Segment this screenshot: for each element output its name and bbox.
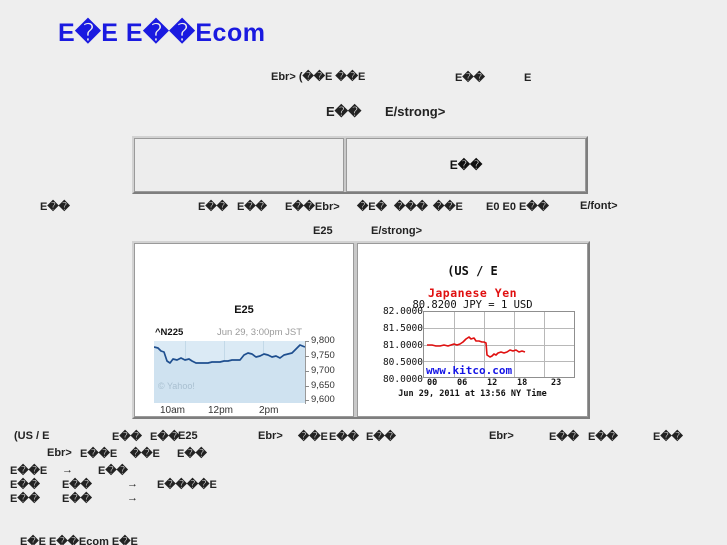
footer-r0-c11: E�� xyxy=(653,431,683,443)
nikkei-chart-cell[interactable]: E25 ^N225 Jun 29, 3:00pm JST © Yahoo! xyxy=(134,243,354,417)
footer-r0-c10: E�� xyxy=(588,431,618,443)
panel-one-caption-row: E�� E�� E�� E��Ebr> �E� ��� ��E E0 E0 E�… xyxy=(0,200,727,214)
kitco-currency-name: Japanese Yen xyxy=(427,286,518,300)
kitco-x-tick-0: 00 xyxy=(427,378,438,388)
footer-r0-c9: E�� xyxy=(549,431,579,443)
nikkei-chart[interactable]: E25 ^N225 Jun 29, 3:00pm JST © Yahoo! xyxy=(135,244,353,416)
footer-r4-c0: E�� xyxy=(10,493,40,505)
footer-r2-arrow: → xyxy=(62,464,73,476)
kitco-plot-area xyxy=(423,311,575,378)
footer-r3-c0: E�� xyxy=(10,479,40,491)
nikkei-y-axis: 9,800 9,750 9,700 9,650 9,600 xyxy=(305,334,353,409)
kitco-chart-cell[interactable]: (US / E Japanese Yen 80.8200 JPY = 1 USD xyxy=(357,243,588,417)
nikkei-x-tick-0: 10am xyxy=(160,405,186,416)
nikkei-y-tick-0: 9,800 xyxy=(311,335,335,346)
kitco-y-tick-1: 81.5000 xyxy=(382,323,423,334)
kitco-watermark[interactable]: www.kitco.com xyxy=(426,364,513,377)
nikkei-y-axis-line xyxy=(305,341,306,404)
footer-r1-c2: ��E xyxy=(130,448,160,460)
kitco-x-axis: 00 06 12 18 23 xyxy=(423,378,575,390)
kitco-y-tick-0: 82.0000 xyxy=(382,306,423,317)
panel-one-right-label: E�� xyxy=(449,158,483,172)
nikkei-y-tick-4: 9,600 xyxy=(311,394,335,405)
footer-r1-c0: Ebr> xyxy=(47,447,72,459)
footer-r0-c1: E�� xyxy=(112,431,142,443)
footer-r1-c3: E�� xyxy=(177,448,207,460)
kitco-x-tick-3: 18 xyxy=(517,378,528,388)
kitco-y-tick-3: 80.5000 xyxy=(382,357,423,368)
caption-item-0: E�� xyxy=(40,201,70,213)
caption-item-8: E/font> xyxy=(580,200,618,212)
footer-r3-arrow: → xyxy=(127,478,138,490)
nikkei-symbol-label: ^N225 xyxy=(155,327,184,338)
footer-r0-c6: E�� xyxy=(329,431,359,443)
footer-r2-c2: E�� xyxy=(98,465,128,477)
nikkei-y-tick-1: 9,750 xyxy=(311,350,335,361)
header-line2-right: E/strong> xyxy=(385,104,446,119)
footer-r0-c0: (US / E xyxy=(14,430,50,442)
caption-item-3: E��Ebr> xyxy=(285,201,340,213)
footer-r3-c3: E����E xyxy=(157,479,217,491)
caption-item-1: E�� xyxy=(198,201,228,213)
footer-r0-c7: E�� xyxy=(366,431,396,443)
kitco-y-tick-2: 81.0000 xyxy=(382,340,423,351)
footer-r1-c1: E��E xyxy=(80,448,118,460)
nikkei-x-axis: 10am 12pm 2pm xyxy=(154,405,305,416)
panel-two-table: E25 ^N225 Jun 29, 3:00pm JST © Yahoo! xyxy=(132,241,590,419)
kitco-series-svg xyxy=(427,336,526,358)
nikkei-chart-title: E25 xyxy=(234,304,254,316)
nikkei-y-tick-3: 9,650 xyxy=(311,380,335,391)
caption-item-6: ��E xyxy=(433,201,463,213)
kitco-y-tick-4: 80.0000 xyxy=(382,374,423,385)
header-line1-right: E xyxy=(524,72,532,84)
nikkei-x-tick-2: 2pm xyxy=(259,405,279,416)
footer-r4-arrow: → xyxy=(127,492,138,504)
footer-r3-c1: E�� xyxy=(62,479,92,491)
footer-r0-c8: Ebr> xyxy=(489,430,514,442)
panel-one-left-cell[interactable] xyxy=(134,138,344,192)
kitco-quote-line: 80.8200 JPY = 1 USD xyxy=(412,299,533,311)
footer-bottom-line: E�E E��Ecom E�E xyxy=(20,536,138,545)
kitco-x-tick-1: 06 xyxy=(457,378,468,388)
footer-r4-c1: E�� xyxy=(62,493,92,505)
kitco-x-tick-2: 12 xyxy=(487,378,498,388)
footer-r0-c3: E25 xyxy=(178,430,198,442)
nikkei-watermark: © Yahoo! xyxy=(158,381,195,391)
caption-item-5: ��� xyxy=(394,201,428,213)
panel-two-caption-left: E25 xyxy=(313,225,333,237)
footer-r0-c4: Ebr> xyxy=(258,430,283,442)
header-line2-left: E�� xyxy=(326,104,362,119)
footer-r0-c2: E�� xyxy=(150,431,180,443)
caption-item-4: �E� xyxy=(357,201,387,213)
kitco-timestamp: Jun 29, 2011 at 13:56 NY Time xyxy=(398,389,547,399)
kitco-pair-title: (US / E xyxy=(447,264,498,278)
nikkei-x-tick-1: 12pm xyxy=(208,405,234,416)
nikkei-timestamp: Jun 29, 3:00pm JST xyxy=(217,327,303,338)
header-line1-mid: E�� xyxy=(455,72,485,84)
kitco-x-tick-4: 23 xyxy=(551,378,562,388)
panel-one-table: E�� xyxy=(132,136,588,194)
caption-item-7: E0 E0 E�� xyxy=(486,201,549,213)
panel-two-caption-right: E/strong> xyxy=(371,225,423,237)
site-title: E�E E��Ecom xyxy=(58,19,266,47)
nikkei-series-svg xyxy=(154,344,305,403)
nikkei-plot-area: © Yahoo! xyxy=(154,341,305,403)
kitco-chart[interactable]: (US / E Japanese Yen 80.8200 JPY = 1 USD xyxy=(358,244,587,416)
footer-r2-c0: E��E xyxy=(10,465,48,477)
nikkei-y-tick-2: 9,700 xyxy=(311,365,335,376)
header-line1-left: Ebr> (��E ��E xyxy=(271,71,366,83)
footer-r0-c5: ��E xyxy=(298,431,328,443)
panel-one-right-cell[interactable]: E�� xyxy=(346,138,586,192)
caption-item-2: E�� xyxy=(237,201,267,213)
